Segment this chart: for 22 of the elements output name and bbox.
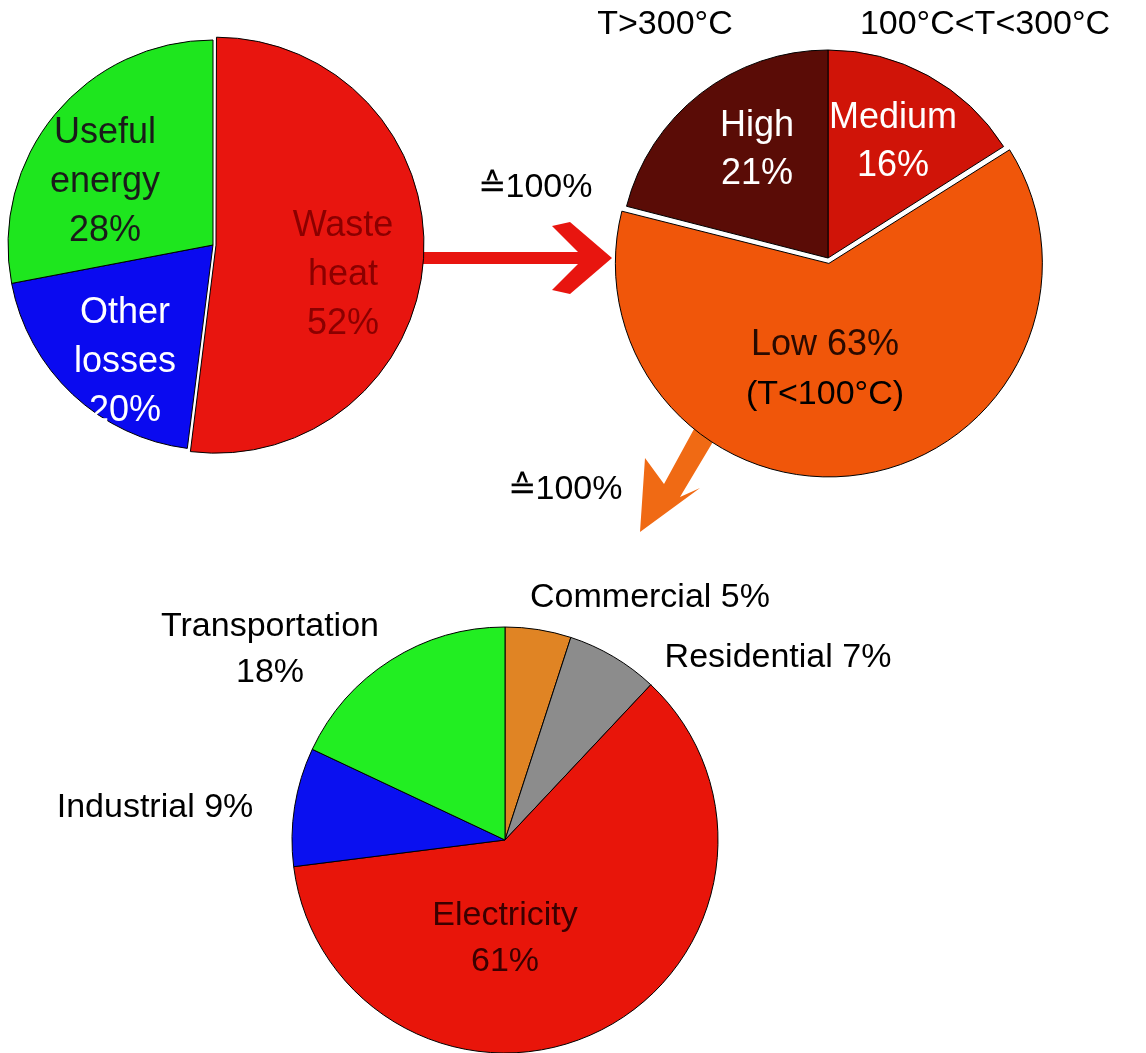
slice-label: Commercial 5%	[530, 576, 770, 615]
slice-label: Medium	[828, 94, 958, 136]
data-label: 18%	[235, 651, 305, 690]
slice-label: Low 63%	[750, 321, 900, 363]
slice-label: Useful energy	[49, 110, 161, 200]
slice-label: Electricity	[432, 894, 578, 933]
data-label: 21%	[720, 151, 794, 193]
slice-label: Waste heat	[292, 203, 394, 293]
slice-label: High	[719, 102, 795, 144]
data-label: 52%	[306, 300, 380, 342]
slice-label: Transportation	[161, 605, 379, 644]
text: ≙100%	[507, 468, 623, 506]
text: 100°C<T<300°C	[859, 3, 1111, 41]
text: T>300°C	[597, 3, 733, 41]
slice-label: Industrial 9%	[56, 786, 254, 825]
slice-label: Residential 7%	[664, 636, 892, 675]
data-label: 28%	[68, 207, 142, 249]
data-label: 61%	[470, 940, 540, 979]
data-label: 16%	[856, 143, 930, 185]
text: ≙100%	[477, 166, 593, 204]
slice-label: Other losses	[73, 290, 177, 380]
text: (T<100°C)	[745, 373, 905, 411]
